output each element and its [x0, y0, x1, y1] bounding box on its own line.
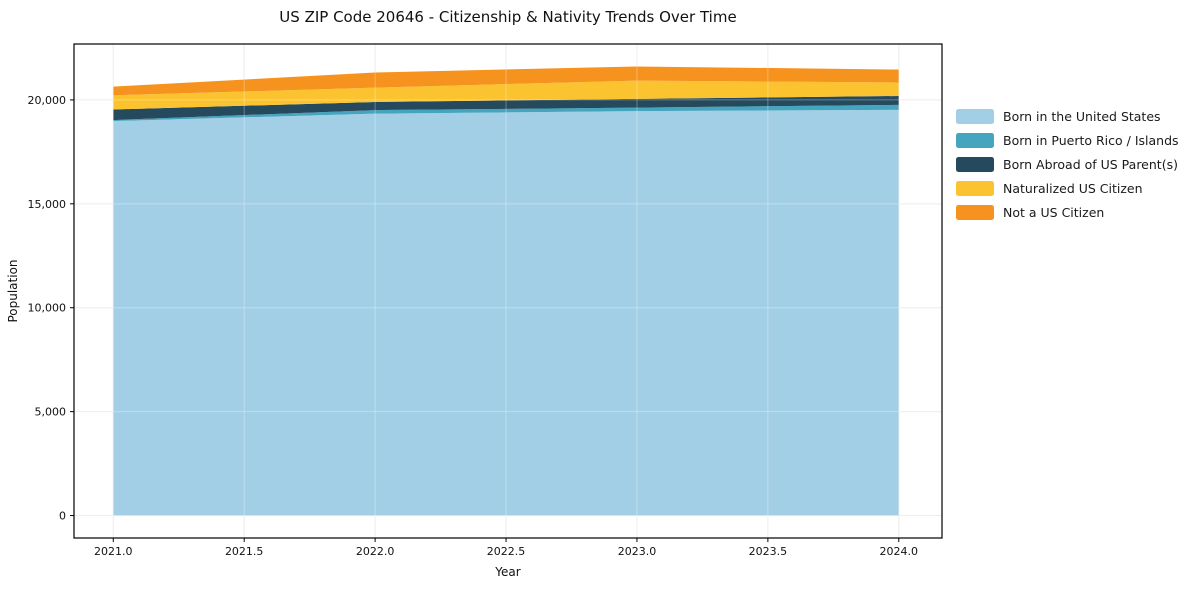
y-tick-label: 10,000 — [28, 302, 67, 315]
x-tick-label: 2024.0 — [880, 545, 919, 558]
x-tick-label: 2021.5 — [225, 545, 264, 558]
x-tick-label: 2021.0 — [94, 545, 133, 558]
y-tick-label: 0 — [59, 510, 66, 523]
x-tick-label: 2022.0 — [356, 545, 395, 558]
legend-item-born-in-puerto-rico-islands: Born in Puerto Rico / Islands — [956, 128, 1179, 152]
legend-swatch-not-a-us-citizen — [956, 204, 994, 220]
legend: Born in the United States Born in Puerto … — [956, 104, 1179, 224]
legend-item-born-in-the-united-states: Born in the United States — [956, 104, 1179, 128]
legend-label: Naturalized US Citizen — [1003, 180, 1143, 196]
axes-spines — [73, 43, 943, 539]
area-naturalized-us-citizen — [113, 80, 899, 110]
legend-item-not-a-us-citizen: Not a US Citizen — [956, 200, 1179, 224]
area-born-in-puerto-rico-islands — [113, 104, 899, 122]
legend-label: Not a US Citizen — [1003, 204, 1105, 220]
area-not-a-us-citizen — [113, 66, 899, 96]
y-tick-label: 15,000 — [28, 198, 67, 211]
area-born-abroad-of-us-parent-s — [113, 95, 899, 121]
x-axis-label: Year — [495, 565, 521, 579]
x-tick-label: 2023.0 — [618, 545, 657, 558]
legend-label: Born in Puerto Rico / Islands — [1003, 132, 1179, 148]
y-tick-label: 20,000 — [28, 94, 67, 107]
legend-swatch-naturalized-us-citizen — [956, 180, 994, 196]
legend-item-born-abroad-of-us-parent-s: Born Abroad of US Parent(s) — [956, 152, 1179, 176]
x-tick-label: 2022.5 — [487, 545, 526, 558]
x-tick-label: 2023.5 — [749, 545, 788, 558]
chart-title: US ZIP Code 20646 - Citizenship & Nativi… — [279, 8, 737, 26]
y-tick-label: 5,000 — [35, 406, 67, 419]
legend-item-naturalized-us-citizen: Naturalized US Citizen — [956, 176, 1179, 200]
legend-swatch-born-in-the-united-states — [956, 108, 994, 124]
legend-label: Born in the United States — [1003, 108, 1161, 124]
legend-swatch-born-in-puerto-rico-islands — [956, 132, 994, 148]
legend-label: Born Abroad of US Parent(s) — [1003, 156, 1178, 172]
legend-swatch-born-abroad-of-us-parent-s — [956, 156, 994, 172]
y-axis-label: Population — [6, 259, 20, 323]
area-born-in-the-united-states — [113, 109, 899, 516]
